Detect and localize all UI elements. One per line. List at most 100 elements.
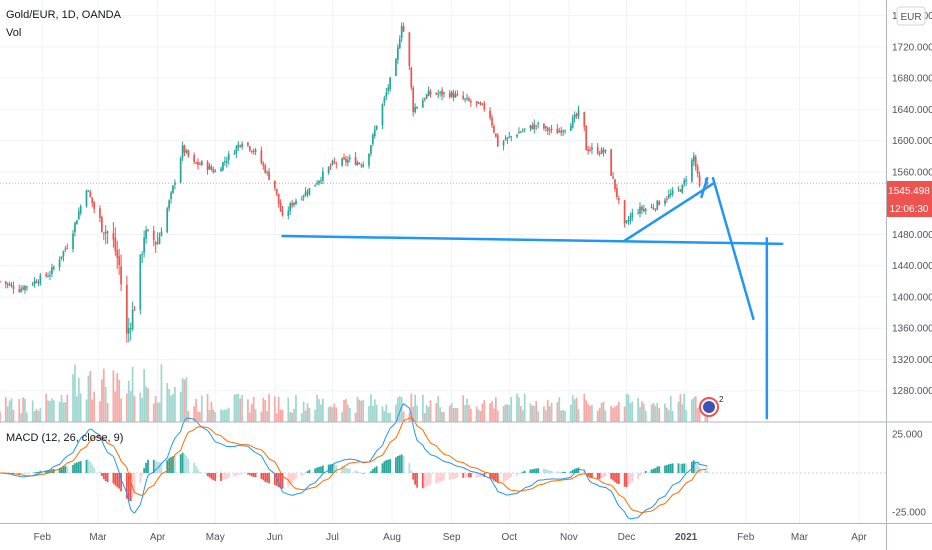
volume-bar	[696, 407, 699, 422]
volume-bar	[239, 398, 242, 422]
macd-histogram-bar	[439, 473, 441, 482]
macd-histogram-bar	[193, 462, 195, 473]
macd-histogram-bar	[116, 473, 119, 488]
volume-bar	[692, 397, 695, 422]
volume-bar	[187, 410, 190, 422]
macd-histogram-bar	[456, 473, 459, 478]
volume-bar	[691, 399, 693, 422]
candle-body	[543, 124, 545, 129]
candle-body	[181, 145, 184, 158]
candle-body	[573, 114, 576, 119]
volume-bar	[170, 395, 172, 422]
candle-body	[612, 176, 614, 179]
volume-bar	[181, 378, 184, 422]
volume-bar	[491, 400, 493, 422]
time-axis[interactable]: Feb Mar Apr May Jun Jul Aug Sep Oct Nov Dec 2021 Feb…	[34, 532, 868, 543]
candle-body	[18, 289, 21, 292]
candle-body	[396, 47, 399, 60]
macd-histogram-bar	[343, 466, 345, 473]
candle-body	[85, 190, 88, 207]
volume-bar	[612, 408, 614, 422]
macd-histogram-bar	[268, 473, 270, 484]
candle-body	[212, 169, 215, 173]
volume-bar	[241, 395, 244, 422]
volume-bar	[464, 404, 466, 422]
macd-histogram-bar	[99, 471, 101, 473]
macd-histogram-bar	[529, 469, 532, 473]
candle-body	[329, 166, 332, 168]
candle-body	[58, 259, 61, 268]
candle-body	[516, 134, 518, 137]
candle-body	[314, 184, 317, 187]
event-icon-core	[703, 401, 715, 413]
candle-body	[439, 91, 441, 94]
volume-bar	[268, 394, 270, 422]
macd-histogram-bar	[696, 463, 699, 473]
volume-bar	[562, 409, 564, 422]
macd-histogram-bar	[60, 467, 63, 473]
macd-histogram-bar	[704, 469, 707, 473]
volume-bar	[656, 402, 659, 422]
candle-body	[596, 146, 599, 154]
volume-bar	[685, 410, 687, 422]
volume-bar	[548, 406, 551, 422]
volume-bar	[210, 401, 213, 422]
macd-histogram-bar	[400, 454, 403, 473]
macd-histogram-bar	[308, 469, 311, 473]
candle-body	[295, 200, 297, 204]
candle-body	[45, 274, 47, 276]
volume-legend[interactable]: Vol	[6, 27, 21, 39]
volume-bar	[425, 404, 428, 422]
candle-body	[443, 92, 445, 95]
macd-legend[interactable]: MACD (12, 26, close, 9)	[6, 432, 123, 444]
macd-tick-label: 25.000	[892, 429, 923, 440]
candle-body	[629, 216, 632, 222]
macd-axis[interactable]: 25.000 -25.000	[892, 429, 926, 518]
symbol-legend[interactable]: Gold/EUR, 1D, OANDA	[6, 9, 122, 21]
volume-bar	[0, 411, 1, 422]
volume-bar	[222, 410, 224, 422]
candle-body	[362, 164, 365, 167]
trend-drawings[interactable]	[281, 176, 784, 420]
price-tick-label: 1480.000	[892, 230, 932, 241]
macd-histogram-bar	[506, 473, 509, 481]
volume-bar	[362, 399, 365, 422]
candle-body	[589, 149, 591, 151]
candle-body	[706, 182, 709, 184]
volume-bar	[12, 409, 15, 422]
macd-histogram-bar	[631, 473, 634, 482]
macd-histogram-bar	[87, 459, 90, 473]
candle-body	[416, 106, 418, 109]
currency-badge[interactable]	[896, 6, 926, 26]
macd-histogram-bar	[239, 473, 242, 475]
volume-bar	[437, 395, 440, 422]
volume-bar	[37, 410, 40, 422]
candle-body	[427, 90, 430, 96]
candle-body	[172, 185, 174, 193]
macd-histogram-bar	[604, 473, 607, 477]
volume-bar	[531, 405, 534, 422]
volume-bar	[254, 409, 257, 422]
macd-histogram-bar	[37, 471, 40, 473]
candle-body	[133, 309, 136, 311]
macd-histogram-bar	[425, 473, 428, 488]
macd-histogram-bar	[462, 473, 465, 478]
macd-histogram-bar	[437, 473, 440, 483]
candle-body	[158, 237, 161, 244]
volume-bar	[125, 393, 128, 422]
volume-bar	[152, 403, 155, 422]
candle-body	[518, 131, 520, 134]
volume-bar	[275, 413, 278, 422]
earnings-event-icon[interactable]: 2	[699, 395, 724, 417]
macd-histogram-bar	[602, 473, 605, 478]
macd-histogram-bar	[214, 473, 217, 481]
volume-bar	[91, 399, 94, 422]
trend-line	[623, 182, 715, 242]
volume-bar	[208, 410, 211, 422]
candle-body	[89, 192, 92, 198]
volume-bar	[493, 408, 495, 422]
volume-bar	[421, 394, 424, 422]
macd-histogram-bar	[666, 464, 668, 473]
candle-body	[193, 155, 195, 162]
